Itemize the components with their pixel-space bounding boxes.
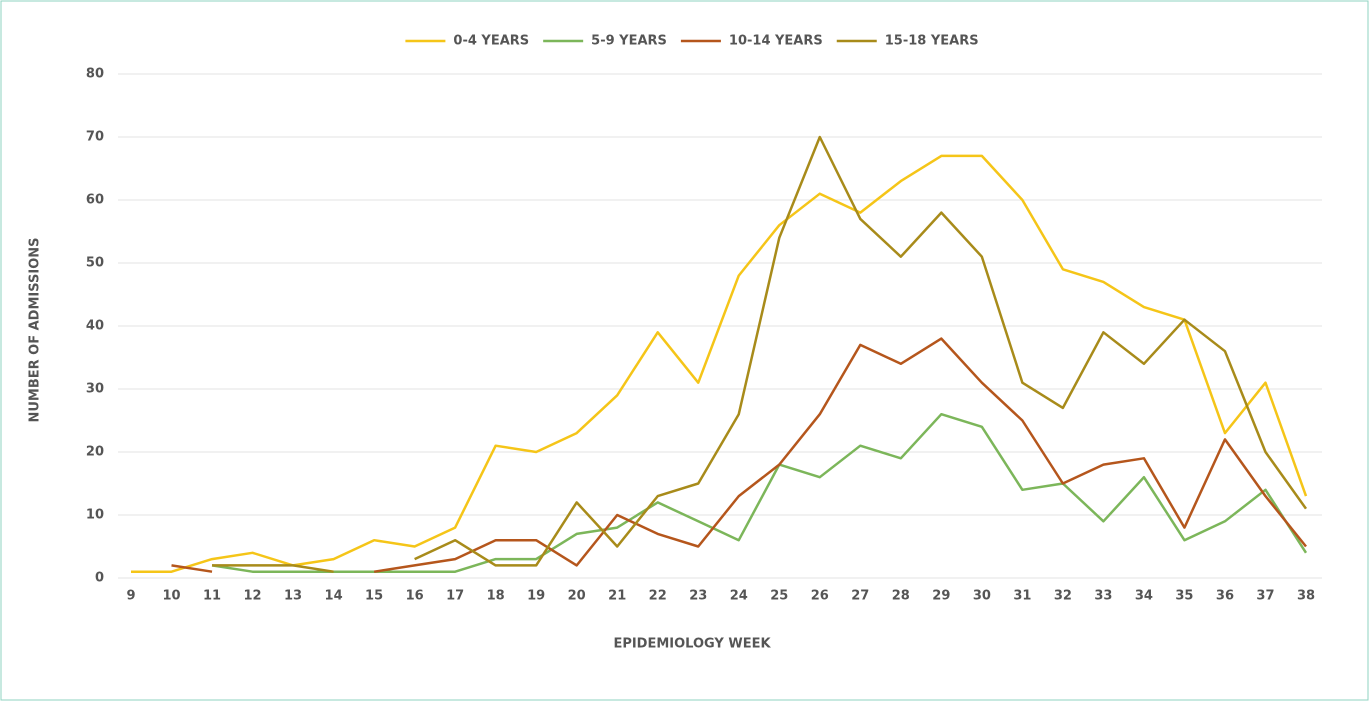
y-tick-label: 80 [86, 67, 104, 82]
x-tick-label: 9 [126, 589, 135, 604]
x-tick-label: 28 [892, 589, 910, 604]
x-tick-label: 37 [1256, 589, 1274, 604]
x-tick-label: 20 [568, 589, 586, 604]
x-tick-label: 32 [1054, 589, 1072, 604]
x-tick-label: 16 [406, 589, 424, 604]
series-line [212, 135, 1308, 573]
x-tick-label: 29 [932, 589, 950, 604]
y-tick-label: 0 [95, 571, 104, 586]
y-tick-label: 30 [86, 382, 104, 397]
x-tick-label: 30 [973, 589, 991, 604]
y-tick-label: 70 [86, 130, 104, 145]
x-tick-label: 11 [203, 589, 221, 604]
x-tick-label: 10 [162, 589, 180, 604]
x-tick-label: 19 [527, 589, 545, 604]
x-tick-label: 24 [730, 589, 748, 604]
series-line [211, 412, 1308, 573]
y-tick-label: 10 [86, 508, 104, 523]
x-axis-label: EPIDEMIOLOGY WEEK [613, 637, 771, 652]
x-tick-label: 33 [1094, 589, 1112, 604]
x-tick-label: 27 [851, 589, 869, 604]
legend-label: 10-14 YEARS [729, 34, 823, 49]
series-line [131, 154, 1308, 573]
x-tick-label: 31 [1013, 589, 1031, 604]
x-tick-label: 13 [284, 589, 302, 604]
x-tick-label: 14 [325, 589, 343, 604]
x-tick-label: 22 [649, 589, 667, 604]
x-tick-label: 15 [365, 589, 383, 604]
x-tick-label: 21 [608, 589, 626, 604]
x-tick-label: 38 [1297, 589, 1315, 604]
x-tick-label: 25 [770, 589, 788, 604]
x-tick-label: 12 [244, 589, 262, 604]
x-tick-label: 34 [1135, 589, 1153, 604]
y-tick-label: 50 [86, 256, 104, 271]
x-tick-label: 17 [446, 589, 464, 604]
y-tick-label: 60 [86, 193, 104, 208]
legend-label: 15-18 YEARS [885, 34, 979, 49]
x-tick-label: 18 [487, 589, 505, 604]
x-tick-label: 35 [1175, 589, 1193, 604]
y-axis-label: NUMBER OF ADMISSIONS [28, 237, 43, 422]
legend-label: 5-9 YEARS [591, 34, 667, 49]
legend-label: 0-4 YEARS [453, 34, 529, 49]
series-line [171, 337, 1307, 573]
x-tick-label: 26 [811, 589, 829, 604]
y-tick-label: 40 [86, 319, 104, 334]
x-tick-label: 36 [1216, 589, 1234, 604]
x-tick-label: 23 [689, 589, 707, 604]
y-tick-label: 20 [86, 445, 104, 460]
